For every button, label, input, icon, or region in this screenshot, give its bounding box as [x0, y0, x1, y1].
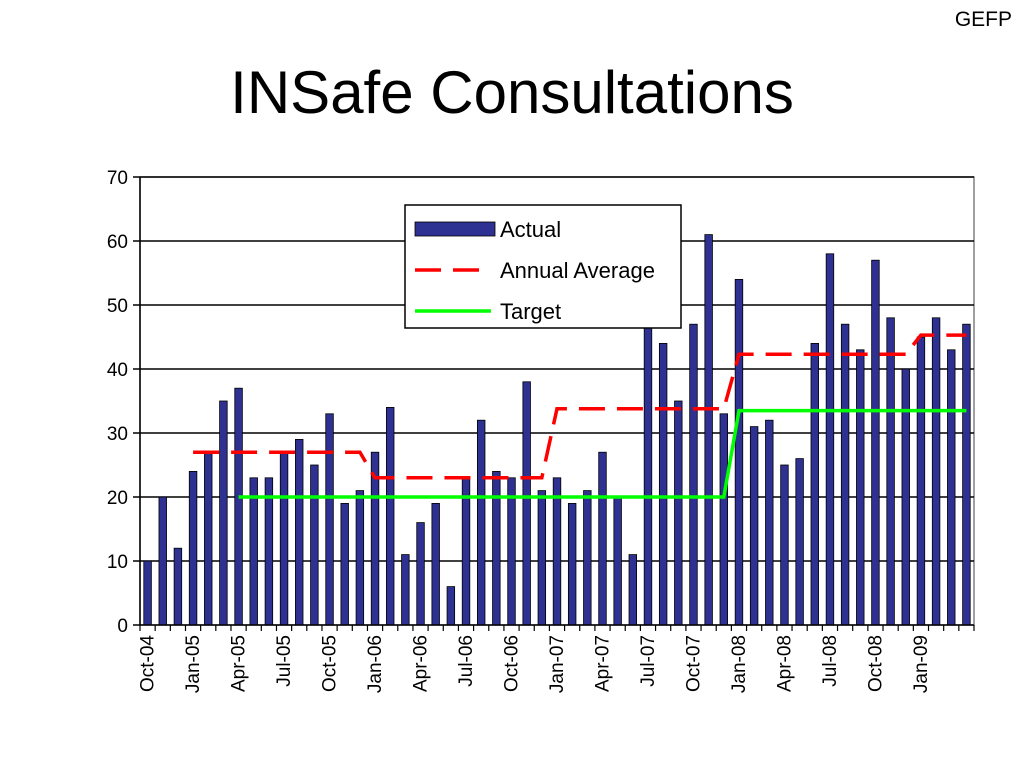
bar-actual: [340, 502, 349, 626]
bar-actual: [871, 259, 880, 626]
y-tick-label: 60: [107, 232, 128, 253]
bar-actual: [537, 490, 547, 626]
y-tick-label: 0: [117, 616, 128, 637]
y-tick-label: 40: [107, 360, 128, 381]
x-tick-label: Oct-05: [320, 635, 341, 692]
bar-actual: [264, 477, 274, 626]
corner-label: GEFP: [954, 8, 1012, 31]
bar-actual: [461, 477, 471, 626]
bar-actual: [598, 451, 607, 626]
bar-actual: [749, 426, 759, 626]
page-title: INSafe Consultations: [230, 59, 794, 126]
x-tick-label: Jan-09: [911, 635, 932, 693]
bar-actual: [492, 470, 501, 626]
x-tick-label: Apr-07: [593, 635, 614, 692]
x-tick-label: Apr-05: [229, 635, 250, 692]
bar-actual: [279, 451, 289, 626]
bar-actual: [628, 554, 638, 626]
x-tick-label: Jul-06: [456, 635, 477, 687]
x-tick-label: Jul-08: [820, 635, 841, 687]
bar-actual: [583, 490, 592, 626]
legend-label: Annual Average: [500, 258, 655, 283]
legend-swatch-actual: [414, 221, 496, 237]
x-tick-label: Apr-06: [411, 635, 432, 692]
bar-actual: [552, 477, 562, 626]
bar-actual: [249, 477, 258, 626]
bar-actual: [401, 554, 410, 626]
bar-actual: [219, 400, 228, 626]
bar-actual: [613, 496, 622, 626]
bar-actual: [780, 464, 789, 626]
bar-actual: [158, 496, 167, 626]
bar-actual: [901, 368, 910, 626]
y-tick-label: 10: [107, 552, 128, 573]
bar-actual: [446, 586, 456, 626]
x-tick-label: Jan-07: [547, 635, 568, 693]
legend-label: Actual: [500, 217, 561, 242]
chart-lines: [193, 333, 967, 499]
x-tick-label: Apr-08: [775, 635, 796, 692]
line-annual-average: [193, 333, 967, 480]
bar-actual: [795, 458, 804, 626]
bar-actual: [234, 387, 243, 626]
line-target: [238, 408, 967, 499]
bar-actual: [431, 502, 440, 626]
bar-actual: [825, 253, 835, 626]
bar-actual: [734, 278, 744, 626]
bar-actual: [810, 342, 819, 626]
x-tick-label: Jul-07: [638, 635, 659, 687]
bar-actual: [658, 342, 668, 626]
bar-actual: [522, 381, 531, 626]
bar-actual: [386, 406, 395, 626]
y-tick-label: 70: [107, 168, 128, 189]
bar-actual: [916, 336, 926, 626]
bar-actual: [204, 451, 213, 626]
bar-actual: [856, 349, 865, 626]
bar-actual: [173, 547, 183, 626]
bar-actual: [295, 438, 304, 626]
bar-actual: [188, 470, 198, 626]
x-tick-label: Jul-05: [274, 635, 295, 687]
chart-axes: 0 10 20 30 40 50 60 70 Oct-04 Jan-05 Apr-05 Jul-05 O…: [107, 168, 975, 693]
bar-actual: [355, 490, 365, 626]
bar-actual: [567, 502, 577, 626]
bar-actual: [643, 323, 653, 626]
legend-label: Target: [500, 299, 561, 324]
bar-actual: [840, 323, 850, 626]
y-tick-label: 20: [107, 488, 128, 509]
bar-actual: [325, 413, 334, 626]
bar-actual: [310, 464, 319, 626]
x-tick-label: Jan-08: [729, 635, 750, 693]
bar-actual: [507, 477, 516, 626]
bar-actual: [886, 317, 895, 626]
x-tick-label: Oct-04: [138, 635, 159, 692]
x-tick-label: Oct-07: [684, 635, 705, 692]
x-tick-label: Jan-06: [365, 635, 386, 693]
y-tick-label: 30: [107, 424, 128, 445]
actual-bars: [143, 234, 971, 626]
y-tick-label: 50: [107, 296, 128, 317]
bar-actual: [765, 419, 774, 626]
x-tick-label: Oct-08: [865, 635, 886, 692]
bar-actual: [143, 560, 152, 626]
bar-actual: [947, 349, 956, 626]
bar-actual: [931, 317, 941, 626]
bar-actual: [416, 522, 425, 626]
x-tick-label: Jan-05: [183, 635, 204, 693]
bar-actual: [689, 323, 698, 626]
bar-actual: [719, 413, 728, 626]
bar-actual: [674, 400, 683, 626]
bar-actual: [704, 234, 713, 626]
x-tick-label: Oct-06: [502, 635, 523, 692]
chart-legend: Actual Annual Average Target: [404, 204, 682, 329]
bar-actual: [476, 419, 486, 626]
bar-actual: [962, 323, 971, 626]
